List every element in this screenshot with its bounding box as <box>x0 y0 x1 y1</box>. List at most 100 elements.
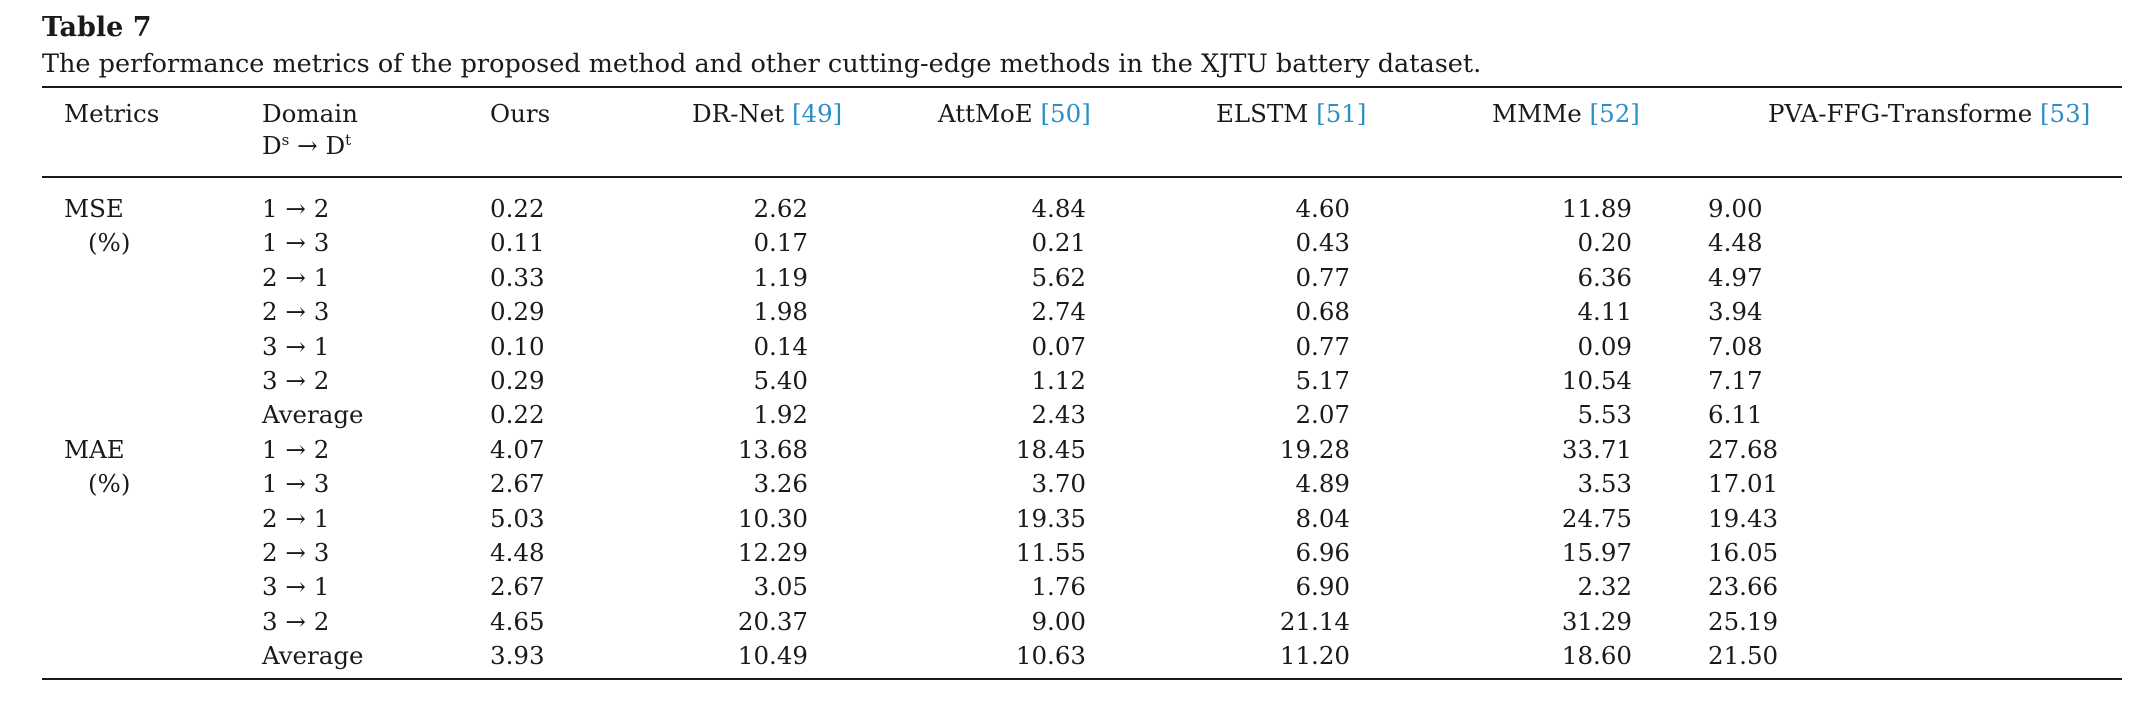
attmoe-cell: 18.45 <box>1015 434 1086 464</box>
ours-cell: 4.07 <box>490 434 545 464</box>
attmoe-cell: 4.84 <box>1031 194 1086 223</box>
table-caption: The performance metrics of the proposed … <box>42 49 1482 79</box>
drnet-cell: 0.14 <box>753 331 808 361</box>
header-domain-s: s <box>281 130 290 149</box>
ours-cell: 0.29 <box>490 366 545 396</box>
table-row: MAE 1 → 2 4.07 13.68 18.45 19.28 33.71 2… <box>42 433 2122 467</box>
domain-cell: 3 → 2 <box>262 366 330 396</box>
header-domain-arrow: → D <box>289 131 346 160</box>
pva-cell: 7.08 <box>1708 331 1763 361</box>
mmme-cell: 0.09 <box>1577 331 1632 361</box>
elstm-cell: 0.77 <box>1295 262 1350 292</box>
table-row: 2 → 1 5.03 10.30 19.35 8.04 24.75 19.43 <box>42 502 2122 536</box>
elstm-cell: 0.77 <box>1295 331 1350 361</box>
header-domain: Domain Ds → Dt <box>262 86 490 178</box>
elstm-cell: 4.60 <box>1295 194 1350 223</box>
header-elstm-label: ELSTM <box>1216 99 1317 128</box>
drnet-cell: 1.98 <box>753 297 808 327</box>
header-ours: Ours <box>490 86 640 178</box>
elstm-cell: 2.07 <box>1295 400 1350 430</box>
header-domain-notation: Ds → Dt <box>262 130 490 162</box>
mmme-cell: 6.36 <box>1577 262 1632 292</box>
domain-cell: 3 → 1 <box>262 331 330 361</box>
attmoe-cell: 11.55 <box>1015 538 1086 568</box>
drnet-cell: 1.92 <box>753 400 808 430</box>
attmoe-cell: 19.35 <box>1015 503 1086 533</box>
mmme-cell: 31.29 <box>1561 606 1632 636</box>
drnet-cell: 3.05 <box>753 572 808 602</box>
header-domain-label: Domain <box>262 99 358 128</box>
ours-cell: 2.67 <box>490 469 545 499</box>
metric-empty-cell <box>42 261 262 295</box>
mmme-cell: 33.71 <box>1561 434 1632 464</box>
metric-empty-cell <box>42 295 262 329</box>
drnet-cell: 20.37 <box>737 606 808 636</box>
domain-cell: 2 → 3 <box>262 538 330 568</box>
metric-empty-cell <box>42 364 262 398</box>
metric-cell: MAE <box>42 433 262 467</box>
metric-name: MAE <box>64 434 125 464</box>
domain-cell: 2 → 1 <box>262 503 330 533</box>
table-row: 2 → 1 0.33 1.19 5.62 0.77 6.36 4.97 <box>42 261 2122 295</box>
mmme-cell: 4.11 <box>1577 297 1632 327</box>
header-elstm-ref-link[interactable]: [51] <box>1316 99 1367 128</box>
table-row: Average 3.93 10.49 10.63 11.20 18.60 21.… <box>42 639 2122 680</box>
elstm-cell: 21.14 <box>1279 606 1350 636</box>
ours-cell: 0.33 <box>490 262 545 292</box>
header-drnet-ref-link[interactable]: [49] <box>791 99 843 128</box>
header-domain-d: D <box>262 131 282 160</box>
domain-cell: 3 → 2 <box>262 606 330 636</box>
attmoe-cell: 5.62 <box>1031 262 1086 292</box>
pva-cell: 4.97 <box>1708 262 1763 292</box>
table-row: 2 → 3 4.48 12.29 11.55 6.96 15.97 16.05 <box>42 536 2122 570</box>
metric-empty-cell <box>42 605 262 639</box>
metrics-table: Metrics Domain Ds → Dt Ours DR-Net [49] … <box>42 86 2122 680</box>
pva-cell: 27.68 <box>1708 434 1779 464</box>
elstm-cell: 5.17 <box>1295 366 1350 396</box>
ours-cell: 2.67 <box>490 572 545 602</box>
header-domain-t: t <box>345 130 352 149</box>
domain-cell: Average <box>262 639 490 680</box>
table-body: MSE 1 → 2 0.22 2.62 4.84 4.60 11.89 9.00… <box>42 177 2122 680</box>
attmoe-cell: 0.07 <box>1031 331 1086 361</box>
pva-cell: 4.48 <box>1708 228 1763 258</box>
table-row: 3 → 2 4.65 20.37 9.00 21.14 31.29 25.19 <box>42 605 2122 639</box>
attmoe-cell: 3.70 <box>1031 469 1086 499</box>
drnet-cell: 10.30 <box>737 503 808 533</box>
domain-cell: 3 → 1 <box>262 572 330 602</box>
attmoe-cell: 2.74 <box>1031 297 1086 327</box>
attmoe-cell: 1.12 <box>1031 366 1086 396</box>
metric-unit: (%) <box>88 469 131 499</box>
pva-cell: 3.94 <box>1708 297 1763 327</box>
elstm-cell: 4.89 <box>1295 469 1350 499</box>
header-elstm: ELSTM [51] <box>1160 86 1434 178</box>
drnet-cell: 1.19 <box>753 262 808 292</box>
header-attmoe-ref-link[interactable]: [50] <box>1040 99 1091 128</box>
table-row: 2 → 3 0.29 1.98 2.74 0.68 4.11 3.94 <box>42 295 2122 329</box>
domain-cell: 2 → 1 <box>262 262 330 292</box>
header-pva-ref-link[interactable]: [53] <box>2039 99 2091 128</box>
metric-empty-cell <box>42 502 262 536</box>
ours-cell: 0.11 <box>490 228 545 258</box>
ours-cell: 0.29 <box>490 297 545 327</box>
ours-cell: 0.10 <box>490 331 545 361</box>
drnet-cell: 12.29 <box>737 538 808 568</box>
mmme-cell: 15.97 <box>1561 538 1632 568</box>
mmme-cell: 18.60 <box>1434 639 1708 680</box>
drnet-cell: 13.68 <box>737 434 808 464</box>
pva-cell: 6.11 <box>1708 400 1763 430</box>
mmme-cell: 0.20 <box>1577 228 1632 258</box>
metric-empty-cell <box>42 570 262 604</box>
pva-cell: 21.50 <box>1708 639 2122 680</box>
drnet-cell: 2.62 <box>753 194 808 223</box>
pva-cell: 7.17 <box>1708 366 1763 396</box>
header-mmme-ref-link[interactable]: [52] <box>1589 99 1640 128</box>
header-pva: PVA-FFG-Transforme [53] <box>1708 86 2122 178</box>
metric-unit-cell: (%) <box>42 226 262 260</box>
drnet-cell: 5.40 <box>753 366 808 396</box>
table-label: Table 7 <box>42 12 152 43</box>
elstm-cell: 6.90 <box>1295 572 1350 602</box>
metric-cell: MSE <box>42 177 262 226</box>
table-row: MSE 1 → 2 0.22 2.62 4.84 4.60 11.89 9.00 <box>42 177 2122 226</box>
ours-cell: 0.22 <box>490 194 545 223</box>
